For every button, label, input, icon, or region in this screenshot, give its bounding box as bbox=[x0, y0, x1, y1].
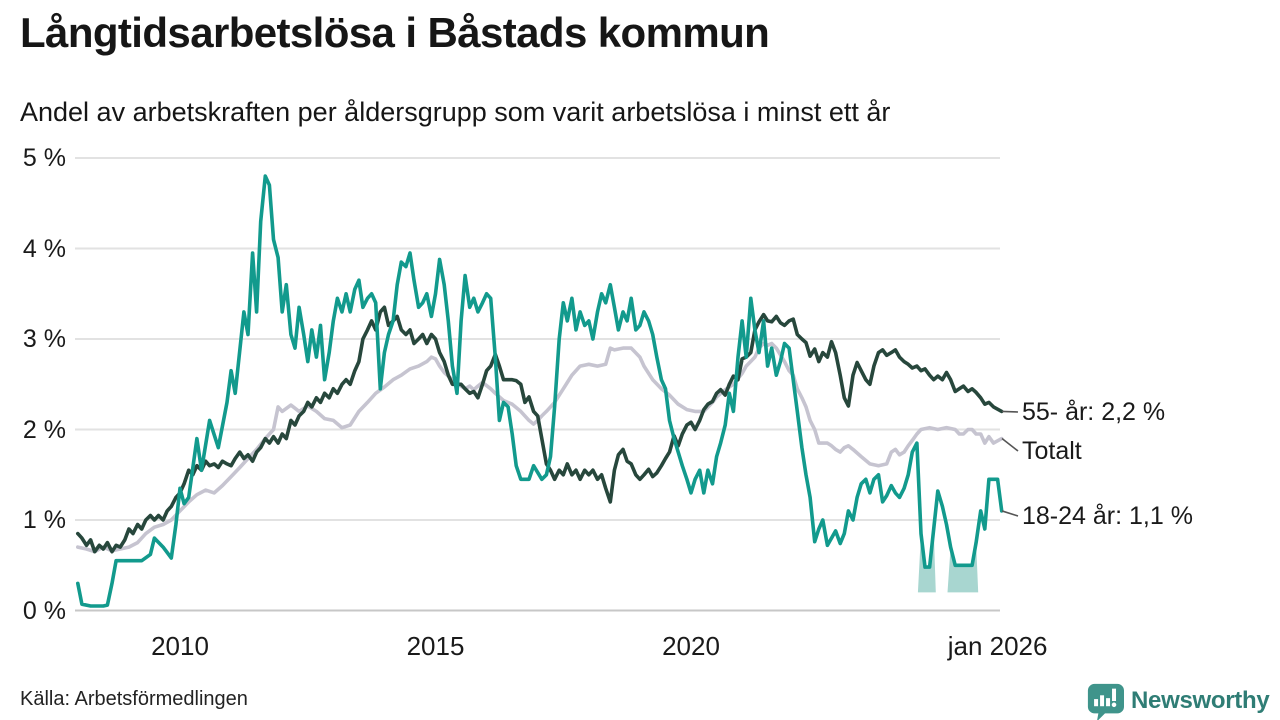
newsworthy-logo: Newsworthy bbox=[1086, 682, 1270, 720]
censored-band bbox=[917, 529, 936, 593]
x-axis-tick-label: 2015 bbox=[406, 631, 465, 661]
newsworthy-logo-icon bbox=[1087, 683, 1124, 720]
label-leader-tick bbox=[1001, 410, 1019, 413]
page-title: Långtidsarbetslösa i Båstads kommun bbox=[20, 9, 770, 56]
y-axis-tick-label: 3 % bbox=[22, 325, 66, 353]
series-end-label: 55- år: 2,2 % bbox=[1022, 398, 1166, 426]
x-axis-tick-label: 2020 bbox=[662, 631, 720, 661]
y-axis-tick-label: 4 % bbox=[22, 234, 66, 263]
series-end-label: Totalt bbox=[1022, 437, 1082, 465]
series-end-label: 18-24 år: 1,1 % bbox=[1022, 502, 1193, 530]
source-note: Källa: Arbetsförmedlingen bbox=[20, 688, 248, 710]
label-leader-tick bbox=[1001, 437, 1019, 452]
x-axis-tick-label: jan 2026 bbox=[947, 631, 1048, 661]
series-line-gray bbox=[76, 341, 1004, 554]
x-axis-tick-label: 2010 bbox=[151, 631, 209, 661]
censored-band bbox=[947, 542, 979, 593]
series-line-teal bbox=[76, 174, 1004, 608]
series-line-dark_green bbox=[76, 305, 1004, 554]
label-leader-tick bbox=[1001, 510, 1019, 517]
y-axis-tick-label: 1 % bbox=[22, 506, 66, 534]
y-axis-tick-label: 5 % bbox=[22, 144, 66, 172]
newsworthy-logo-text: Newsworthy bbox=[1131, 687, 1270, 714]
y-axis-tick-label: 2 % bbox=[22, 415, 66, 444]
y-axis-tick-label: 0 % bbox=[22, 596, 66, 625]
page-subtitle: Andel av arbetskraften per åldersgrupp s… bbox=[20, 97, 891, 127]
